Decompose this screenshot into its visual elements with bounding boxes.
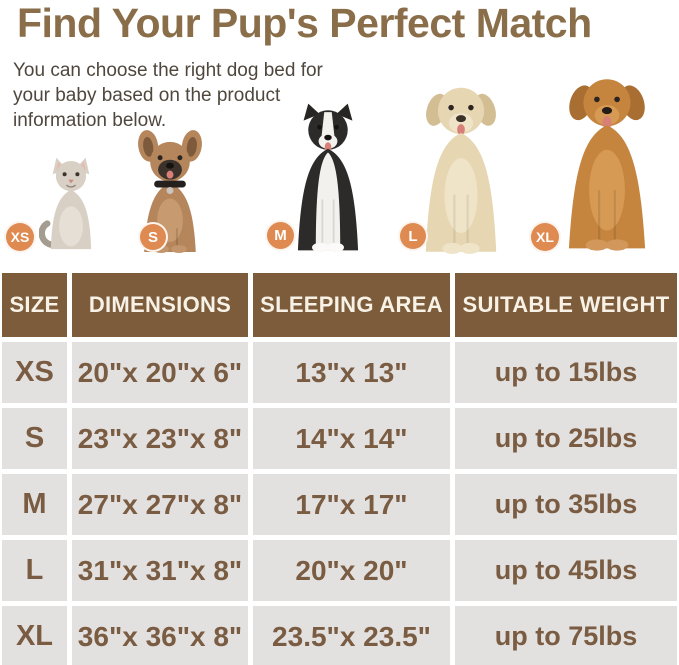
cell-size-xl: XL bbox=[2, 606, 67, 665]
subtitle: You can choose the right dog bed for you… bbox=[13, 58, 323, 133]
size-chart-table: SIZE DIMENSIONS SLEEPING AREA SUITABLE W… bbox=[2, 273, 677, 665]
labrador-retriever-illustration bbox=[425, 87, 497, 254]
pet-figure-s: S bbox=[120, 129, 220, 253]
cell-sleeping-area-xs: 13"x 13" bbox=[253, 342, 450, 403]
cell-dimensions-xl: 36"x 36"x 8" bbox=[72, 606, 248, 665]
cell-size-s: S bbox=[2, 408, 67, 469]
page-title: Find Your Pup's Perfect Match bbox=[17, 0, 592, 46]
pet-figure-l: L bbox=[398, 80, 516, 254]
column-header-sleeping-area: SLEEPING AREA bbox=[253, 273, 450, 337]
cell-size-xs: XS bbox=[2, 342, 67, 403]
cell-size-m: M bbox=[2, 474, 67, 535]
column-header-suitable-weight: SUITABLE WEIGHT bbox=[455, 273, 677, 337]
cell-suitable-weight-xl: up to 75lbs bbox=[455, 606, 677, 665]
cell-size-l: L bbox=[2, 540, 67, 601]
subtitle-line-3: information below. bbox=[13, 110, 167, 131]
size-badge-xl: XL bbox=[529, 221, 561, 253]
pet-figure-xs: XS bbox=[4, 152, 103, 254]
pet-figure-m: M bbox=[265, 99, 375, 255]
golden-retriever-illustration bbox=[568, 79, 646, 251]
border-collie-illustration bbox=[297, 103, 359, 253]
size-badge-xs: XS bbox=[4, 221, 36, 253]
cell-suitable-weight-xs: up to 15lbs bbox=[455, 342, 677, 403]
subtitle-line-2: your baby based on the product bbox=[13, 85, 281, 106]
cell-sleeping-area-s: 14"x 14" bbox=[253, 408, 450, 469]
pet-figure-xl: XL bbox=[529, 66, 663, 256]
cell-dimensions-m: 27"x 27"x 8" bbox=[72, 474, 248, 535]
cell-suitable-weight-l: up to 45lbs bbox=[455, 540, 677, 601]
subtitle-line-1: You can choose the right dog bed for bbox=[13, 60, 323, 81]
cell-sleeping-area-m: 17"x 17" bbox=[253, 474, 450, 535]
size-badge-s: S bbox=[138, 222, 168, 252]
cell-sleeping-area-l: 20"x 20" bbox=[253, 540, 450, 601]
cell-dimensions-l: 31"x 31"x 8" bbox=[72, 540, 248, 601]
cell-sleeping-area-xl: 23.5"x 23.5" bbox=[253, 606, 450, 665]
size-badge-m: M bbox=[265, 220, 296, 251]
cell-dimensions-xs: 20"x 20"x 6" bbox=[72, 342, 248, 403]
cat-illustration bbox=[39, 157, 92, 250]
column-header-dimensions: DIMENSIONS bbox=[72, 273, 248, 337]
cell-dimensions-s: 23"x 23"x 8" bbox=[72, 408, 248, 469]
size-badge-l: L bbox=[398, 221, 428, 251]
column-header-size: SIZE bbox=[2, 273, 67, 337]
cell-suitable-weight-s: up to 25lbs bbox=[455, 408, 677, 469]
french-bulldog-illustration bbox=[138, 130, 202, 253]
cell-suitable-weight-m: up to 35lbs bbox=[455, 474, 677, 535]
